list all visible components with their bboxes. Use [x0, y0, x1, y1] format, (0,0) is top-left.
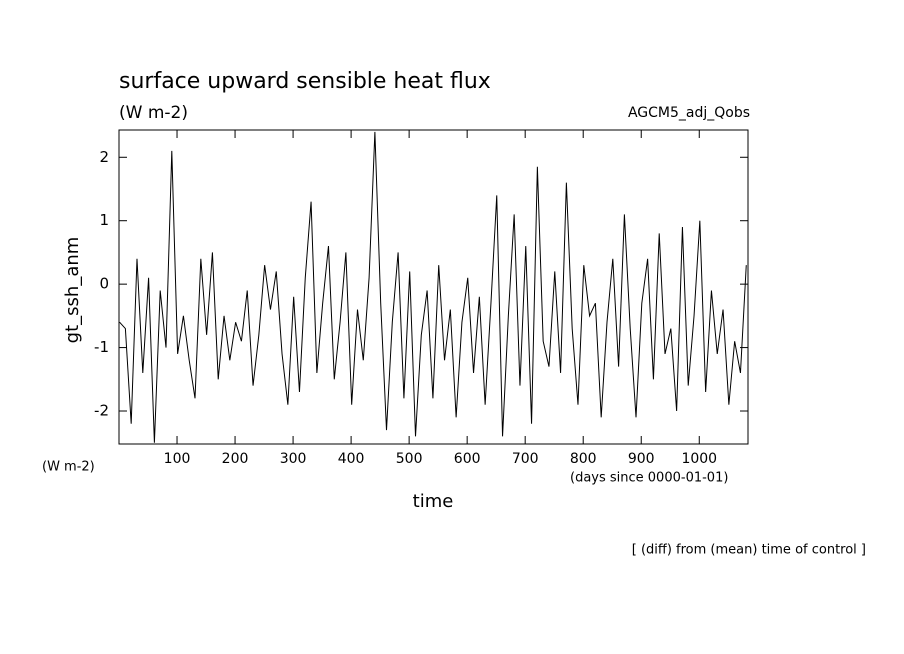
y-tick-label: -1: [94, 338, 109, 356]
y-tick-label: 2: [99, 148, 109, 166]
x-tick-label: 800: [570, 451, 597, 467]
y-axis-label: gt_ssh_anm: [62, 237, 83, 344]
y-tick-label: -2: [94, 402, 109, 420]
chart-subtitle: (W m-2): [119, 103, 188, 123]
x-tick-label: 100: [164, 451, 191, 467]
annotation: AGCM5_adj_Qobs: [628, 105, 750, 121]
x-axis-label: time: [413, 491, 454, 512]
y-tick-label: 0: [99, 275, 109, 293]
data-line: [119, 131, 747, 443]
x-tick-label: 600: [454, 451, 481, 467]
y-tick-label: 1: [99, 211, 109, 229]
y-units: (W m-2): [42, 460, 95, 475]
x-units: (days since 0000-01-01): [570, 471, 728, 486]
x-tick-label: 700: [512, 451, 539, 467]
footnote: [ (diff) from (mean) time of control ]: [632, 543, 866, 558]
x-tick-label: 300: [280, 451, 307, 467]
x-tick-label: 1000: [681, 451, 717, 467]
x-tick-label: 900: [628, 451, 655, 467]
chart-title: surface upward sensible heat flux: [119, 69, 491, 94]
x-tick-label: 500: [396, 451, 423, 467]
x-tick-label: 200: [222, 451, 249, 467]
plot-frame: [118, 129, 749, 445]
x-tick-label: 400: [338, 451, 365, 467]
